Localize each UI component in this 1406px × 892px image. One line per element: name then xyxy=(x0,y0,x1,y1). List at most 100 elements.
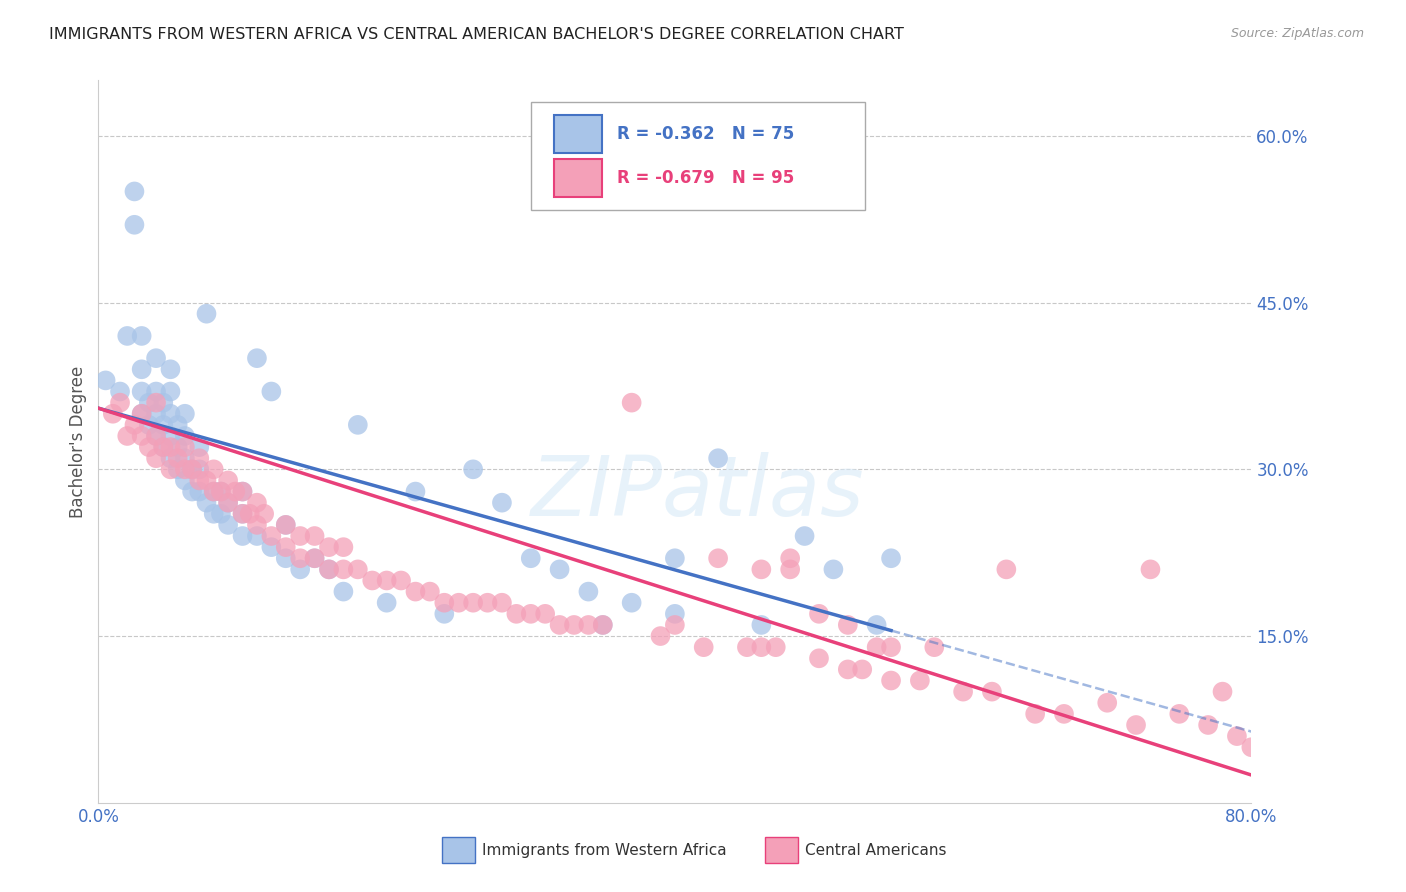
Point xyxy=(924,640,946,655)
Point xyxy=(260,384,283,399)
Point xyxy=(138,417,160,432)
Point xyxy=(174,474,197,488)
Point xyxy=(174,407,197,421)
FancyBboxPatch shape xyxy=(554,160,602,197)
Point xyxy=(650,629,672,643)
Point xyxy=(195,307,218,321)
Point xyxy=(851,662,873,676)
Point xyxy=(124,417,146,432)
Point xyxy=(534,607,557,621)
Point xyxy=(246,517,269,532)
Point xyxy=(592,618,614,632)
Point xyxy=(1212,684,1234,698)
FancyBboxPatch shape xyxy=(531,102,865,211)
Point xyxy=(505,607,527,621)
Point xyxy=(578,584,600,599)
Point xyxy=(274,551,297,566)
Point xyxy=(231,507,254,521)
Point xyxy=(166,462,188,476)
Point xyxy=(159,462,181,476)
Text: Immigrants from Western Africa: Immigrants from Western Africa xyxy=(482,843,727,858)
Point xyxy=(1139,562,1161,576)
Point xyxy=(304,551,326,566)
Point xyxy=(217,496,239,510)
Point xyxy=(332,540,354,554)
Text: ZIPatlas: ZIPatlas xyxy=(531,451,865,533)
Point xyxy=(735,640,758,655)
Point xyxy=(1197,718,1219,732)
Point xyxy=(209,507,232,521)
Point xyxy=(447,596,470,610)
Point xyxy=(837,662,859,676)
Text: IMMIGRANTS FROM WESTERN AFRICA VS CENTRAL AMERICAN BACHELOR'S DEGREE CORRELATION: IMMIGRANTS FROM WESTERN AFRICA VS CENTRA… xyxy=(49,27,904,42)
Point xyxy=(174,429,197,443)
Point xyxy=(224,484,246,499)
Point xyxy=(166,440,188,454)
Point xyxy=(231,484,254,499)
Point xyxy=(375,574,398,588)
Point xyxy=(1097,696,1119,710)
Point xyxy=(174,451,197,466)
Point xyxy=(274,517,297,532)
Point xyxy=(231,507,254,521)
Point xyxy=(664,618,686,632)
Point xyxy=(620,596,643,610)
Point xyxy=(202,484,225,499)
Point xyxy=(231,529,254,543)
Point xyxy=(405,584,427,599)
Point xyxy=(101,407,124,421)
Point xyxy=(952,684,974,698)
Point xyxy=(117,329,139,343)
Point xyxy=(246,496,269,510)
Point xyxy=(304,551,326,566)
Point xyxy=(124,185,146,199)
Point xyxy=(592,618,614,632)
Point xyxy=(693,640,716,655)
Point xyxy=(117,429,139,443)
Point xyxy=(707,551,730,566)
Point xyxy=(159,407,181,421)
Point xyxy=(866,640,889,655)
Point xyxy=(246,529,269,543)
Point xyxy=(1053,706,1076,721)
Point xyxy=(188,451,211,466)
Point xyxy=(823,562,845,576)
Point xyxy=(145,429,167,443)
Point xyxy=(332,584,354,599)
Point xyxy=(837,618,859,632)
Point xyxy=(260,529,283,543)
Point xyxy=(159,429,181,443)
Point xyxy=(274,517,297,532)
Point xyxy=(159,384,181,399)
Point xyxy=(131,329,153,343)
Point xyxy=(433,596,456,610)
Point xyxy=(108,395,131,409)
Point xyxy=(765,640,787,655)
Point xyxy=(808,607,831,621)
Point xyxy=(346,417,368,432)
Point xyxy=(375,596,398,610)
Point xyxy=(578,618,600,632)
Point xyxy=(159,440,181,454)
Point xyxy=(202,507,225,521)
Point xyxy=(188,440,211,454)
Point xyxy=(866,618,889,632)
Point xyxy=(124,218,146,232)
Point xyxy=(253,507,276,521)
Point xyxy=(1168,706,1191,721)
Y-axis label: Bachelor's Degree: Bachelor's Degree xyxy=(69,366,87,517)
Point xyxy=(304,529,326,543)
Point xyxy=(217,496,239,510)
Point xyxy=(290,529,312,543)
Point xyxy=(793,529,815,543)
Point xyxy=(138,395,160,409)
Point xyxy=(145,384,167,399)
Point xyxy=(174,440,197,454)
Point xyxy=(981,684,1004,698)
Point xyxy=(202,484,225,499)
Point xyxy=(209,484,232,499)
Text: Source: ZipAtlas.com: Source: ZipAtlas.com xyxy=(1230,27,1364,40)
Point xyxy=(290,551,312,566)
Point xyxy=(217,474,239,488)
Point xyxy=(152,417,174,432)
